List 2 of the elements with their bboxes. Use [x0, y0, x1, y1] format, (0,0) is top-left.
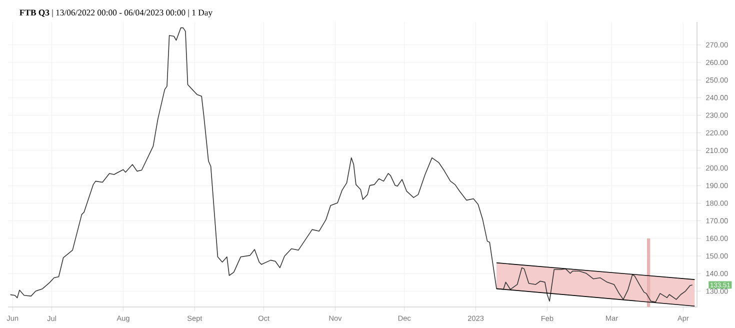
chart-title: FTB Q3 | 13/06/2022 00:00 - 06/04/2023 00:00 | 1 Day: [20, 9, 213, 18]
line-series: [10, 27, 693, 302]
